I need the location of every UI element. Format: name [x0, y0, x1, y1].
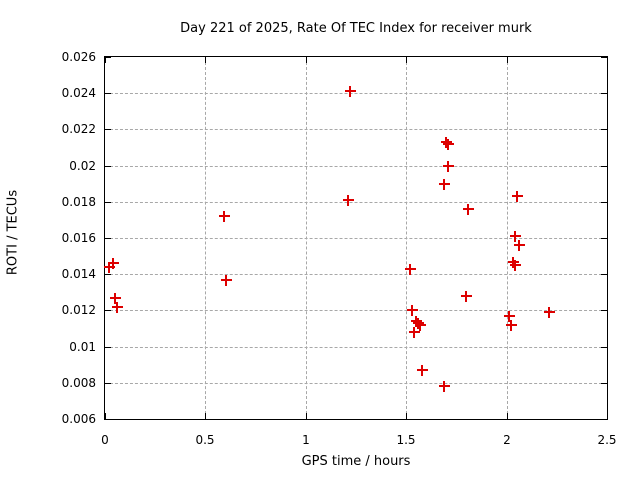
- x-tick-bottom: [406, 413, 407, 419]
- y-tick-left: [105, 274, 111, 275]
- y-tick-right: [601, 57, 607, 58]
- x-tick-bottom: [105, 413, 106, 419]
- y-tick-left: [105, 202, 111, 203]
- y-tick-left: [105, 129, 111, 130]
- x-tick-label: 2.5: [597, 433, 617, 447]
- x-axis-label: GPS time / hours: [301, 454, 411, 469]
- y-tick-right: [601, 310, 607, 311]
- y-tick-right: [601, 347, 607, 348]
- y-gridline: [105, 347, 607, 348]
- y-tick-label: 0.006: [61, 412, 96, 426]
- y-tick-left: [105, 238, 111, 239]
- x-tick-top: [306, 57, 307, 63]
- y-tick-right: [601, 274, 607, 275]
- y-tick-right: [601, 383, 607, 384]
- y-tick-left: [105, 93, 111, 94]
- y-tick-right: [601, 129, 607, 130]
- x-tick-top: [507, 57, 508, 63]
- y-tick-label: 0.008: [61, 376, 96, 390]
- plot-area: [104, 56, 608, 420]
- x-tick-top: [205, 57, 206, 63]
- y-tick-label: 0.012: [61, 303, 96, 317]
- y-tick-label: 0.026: [61, 50, 96, 64]
- y-gridline: [105, 166, 607, 167]
- y-tick-left: [105, 347, 111, 348]
- y-tick-left: [105, 419, 111, 420]
- x-gridline: [205, 57, 206, 419]
- y-gridline: [105, 238, 607, 239]
- y-tick-right: [601, 202, 607, 203]
- x-tick-bottom: [306, 413, 307, 419]
- x-tick-bottom: [507, 413, 508, 419]
- x-tick-bottom: [205, 413, 206, 419]
- x-gridline: [507, 57, 508, 419]
- x-tick-label: 0.5: [195, 433, 215, 447]
- x-tick-label: 2: [503, 433, 511, 447]
- x-tick-label: 1.5: [396, 433, 416, 447]
- y-tick-label: 0.01: [69, 340, 96, 354]
- x-tick-top: [105, 57, 106, 63]
- y-tick-left: [105, 57, 111, 58]
- x-tick-top: [406, 57, 407, 63]
- y-tick-label: 0.024: [61, 86, 96, 100]
- y-tick-right: [601, 238, 607, 239]
- y-tick-right: [601, 166, 607, 167]
- y-gridline: [105, 274, 607, 275]
- y-tick-left: [105, 310, 111, 311]
- x-gridline: [306, 57, 307, 419]
- y-tick-label: 0.016: [61, 231, 96, 245]
- y-tick-left: [105, 166, 111, 167]
- y-tick-right: [601, 93, 607, 94]
- y-tick-left: [105, 383, 111, 384]
- y-tick-right: [601, 419, 607, 420]
- y-gridline: [105, 383, 607, 384]
- y-tick-label: 0.022: [61, 122, 96, 136]
- x-tick-top: [607, 57, 608, 63]
- y-tick-label: 0.02: [69, 159, 96, 173]
- y-tick-label: 0.018: [61, 195, 96, 209]
- y-gridline: [105, 202, 607, 203]
- x-gridline: [406, 57, 407, 419]
- chart-title: Day 221 of 2025, Rate Of TEC Index for r…: [180, 21, 532, 36]
- x-tick-label: 1: [302, 433, 310, 447]
- x-tick-bottom: [607, 413, 608, 419]
- y-gridline: [105, 310, 607, 311]
- y-tick-label: 0.014: [61, 267, 96, 281]
- x-tick-label: 0: [101, 433, 109, 447]
- y-gridline: [105, 129, 607, 130]
- y-gridline: [105, 93, 607, 94]
